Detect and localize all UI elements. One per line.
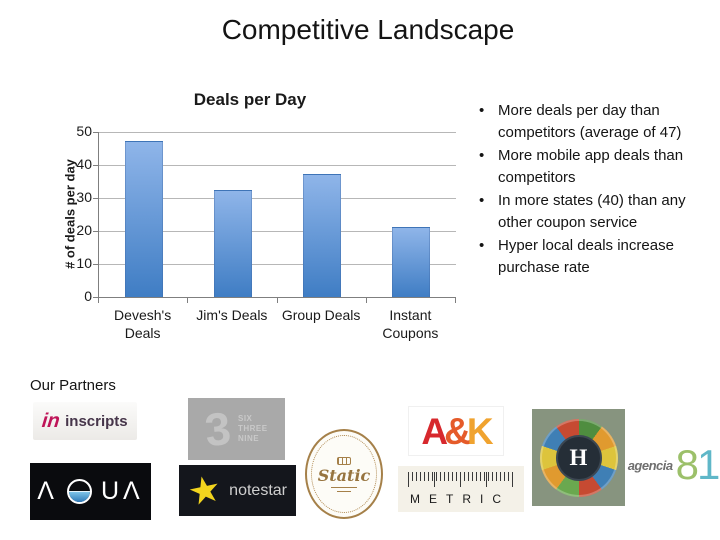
partner-logo-h: H — [532, 409, 625, 506]
ak-ampersand: & — [444, 410, 471, 452]
water-fill — [68, 491, 90, 502]
x-category-label: Devesh's Deals — [114, 307, 172, 342]
bullet-item: More deals per day than competitors (ave… — [468, 100, 720, 144]
partner-logo-notestar: ★ notestar — [179, 465, 296, 516]
static-ornament-line — [337, 490, 351, 492]
y-tick — [93, 165, 98, 166]
y-tick-label: 20 — [76, 222, 92, 238]
agencia-label: agencia — [627, 457, 673, 473]
h-monogram: H — [555, 434, 602, 481]
color-wreath-icon: H — [539, 418, 618, 497]
plot-area — [98, 132, 456, 298]
static-crest-icon — [337, 456, 351, 465]
bar-chart: Deals per Day # of deals per day 0 10 20 30… — [58, 88, 458, 368]
partner-logo-static: Static — [305, 429, 383, 519]
x-tick — [365, 298, 367, 303]
star-icon: ★ — [184, 466, 226, 514]
digit-8: 8 — [675, 441, 699, 489]
aqua-letters-ua: UΛ — [100, 477, 144, 505]
y-tick — [93, 231, 98, 232]
x-tick — [455, 298, 456, 303]
y-tick — [93, 264, 98, 265]
bullet-list: More deals per day than competitors (ave… — [468, 100, 720, 280]
static-ornament-line — [331, 486, 357, 488]
gridline — [99, 165, 456, 166]
ak-letter-a: A — [421, 410, 448, 452]
ak-letter-k: K — [466, 410, 494, 452]
metric-label: METRIC — [410, 492, 510, 506]
y-tick-label: 30 — [76, 189, 92, 205]
partners-heading: Our Partners — [30, 377, 116, 394]
bar-Instant Coupons — [392, 226, 431, 297]
y-tick — [93, 297, 98, 298]
digit-1: 1 — [696, 441, 720, 489]
page-title: Competitive Landscape — [221, 14, 515, 45]
gridline — [99, 132, 456, 133]
y-tick-label: 40 — [76, 156, 92, 172]
x-tick — [276, 298, 278, 303]
x-category-label: Jim's Deals — [196, 307, 268, 323]
ruler-big-ticks — [408, 472, 514, 487]
x-category-label: Group Deals — [281, 307, 361, 323]
ruler-icon — [408, 472, 514, 487]
partner-logo-aqua: Λ UΛ — [30, 463, 151, 520]
gridline — [99, 231, 456, 232]
aqua-letter-a: Λ — [37, 477, 58, 505]
gridline — [99, 264, 456, 265]
bar-Jim's Deals — [213, 190, 252, 297]
inscripts-icon: in — [41, 410, 62, 432]
chart-title: Deals per Day — [193, 90, 307, 109]
bar-Group Deals — [303, 173, 342, 297]
partner-logo-metric: METRIC — [398, 466, 524, 512]
notestar-label: notestar — [229, 481, 287, 499]
x-category-label: Instant Coupons — [382, 307, 439, 342]
six-line: SIX — [237, 414, 253, 423]
y-tick — [93, 132, 98, 133]
agencia-number: 81 — [676, 444, 720, 486]
bar-Devesh's Deals — [124, 140, 163, 297]
partner-logo-inscripts: in inscripts — [33, 402, 137, 440]
y-tick — [93, 198, 98, 199]
partner-logo-ak: A & K — [409, 407, 503, 455]
six-three-nine-wordmark: SIX THREE NINE — [238, 414, 268, 444]
y-tick-label: 50 — [76, 123, 92, 139]
inscripts-label: inscripts — [65, 412, 128, 430]
static-label: Static — [317, 465, 371, 485]
six-three-nine-numeral: 3 — [202, 401, 234, 457]
y-tick-label: 0 — [84, 288, 92, 304]
x-tick — [98, 298, 99, 303]
aqua-water-q-icon — [66, 479, 92, 504]
gridline — [99, 198, 456, 199]
y-tick-label: 10 — [76, 255, 92, 271]
partner-logo-agencia81: agencia 81 — [627, 438, 720, 492]
bullet-item: In more states (40) than any other coupo… — [468, 190, 720, 234]
nine-line: NINE — [237, 434, 260, 443]
bullet-item: Hyper local deals increase purchase rate — [468, 235, 720, 279]
x-tick — [187, 298, 189, 303]
three-line: THREE — [237, 424, 268, 433]
y-axis-label: # of deals per day — [62, 159, 78, 269]
partner-logo-six-three-nine: 3 SIX THREE NINE — [188, 398, 285, 460]
bullet-item: More mobile app deals than competitors — [468, 145, 720, 189]
